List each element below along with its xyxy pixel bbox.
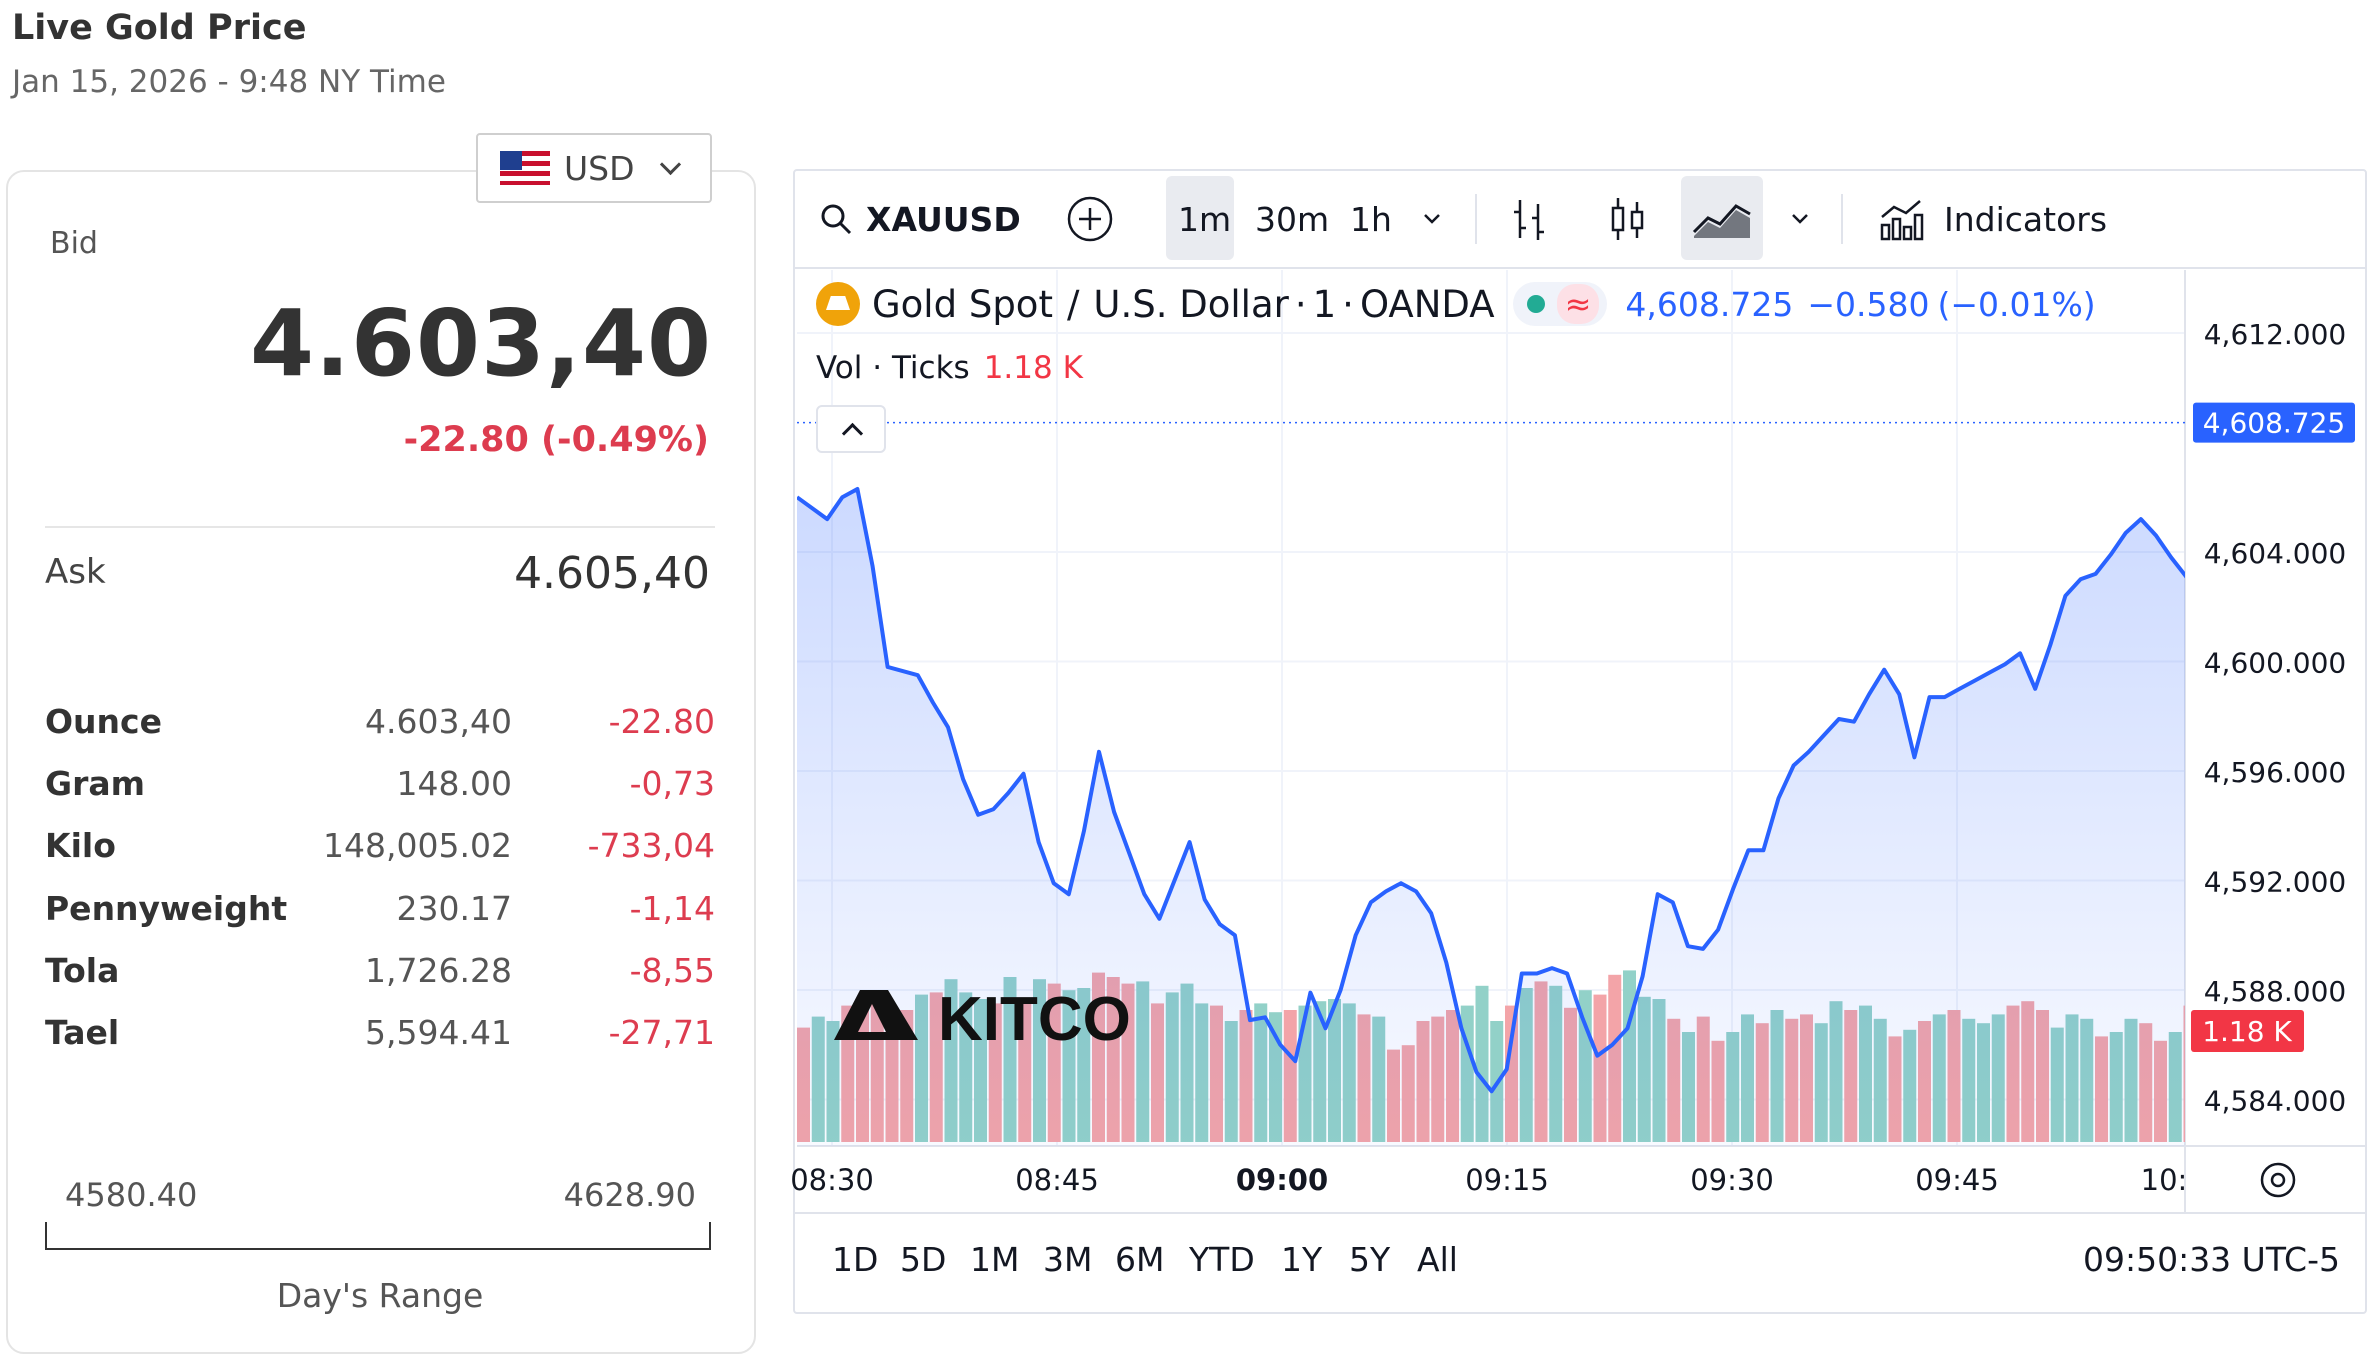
y-tick-label: 4,588.000 (2204, 975, 2347, 1008)
x-tick-label: 08:45 (1015, 1163, 1099, 1197)
y-tick-label: 4,600.000 (2204, 646, 2347, 679)
chart-clock[interactable]: 09:50:33 UTC-5 (2083, 1240, 2340, 1279)
gold-bar-icon (816, 282, 860, 326)
legend-separator: / (1067, 283, 1079, 326)
legend-change-pct: (−0.01%) (1937, 285, 2095, 324)
volume-bar (2361, 981, 2372, 1142)
volume-badge-label: 1.18 K (2202, 1015, 2292, 1048)
x-tick-label: 10: (2141, 1163, 2188, 1197)
legend-source: OANDA (1360, 283, 1495, 326)
x-tick-label: 09:45 (1915, 1163, 1999, 1197)
volume-legend-value: 1.18 K (984, 350, 1083, 386)
kitco-watermark: KITCO (938, 985, 1131, 1054)
range-6m[interactable]: 6M (1115, 1240, 1164, 1279)
settings-icon-core (2272, 1174, 2284, 1186)
delayed-data-icon: ≈ (1557, 284, 1600, 324)
legend-last-price: 4,608.725 (1625, 285, 1793, 324)
volume-legend: Vol · Ticks 1.18 K (816, 350, 1083, 386)
y-tick-label: 4,604.000 (2204, 537, 2347, 570)
legend-change: −0.580 (1807, 285, 1929, 324)
collapse-legend-button[interactable] (816, 405, 886, 453)
range-all[interactable]: All (1417, 1240, 1458, 1279)
x-tick-label: 09:30 (1690, 1163, 1774, 1197)
x-tick-label: 08:30 (790, 1163, 874, 1197)
y-tick-label: 4,612.000 (2204, 318, 2347, 351)
x-tick-label: 09:15 (1465, 1163, 1549, 1197)
x-tick-label: 09:00 (1236, 1163, 1328, 1197)
last-price-badge-label: 4,608.725 (2203, 407, 2346, 440)
range-5y[interactable]: 5Y (1349, 1240, 1390, 1279)
y-tick-label: 4,592.000 (2204, 865, 2347, 898)
range-3m[interactable]: 3M (1043, 1240, 1092, 1279)
legend-quote-currency: U.S. Dollar (1093, 283, 1288, 326)
market-open-icon (1527, 295, 1545, 313)
volume-bar (2346, 966, 2359, 1142)
legend-resolution: 1 (1313, 283, 1337, 326)
y-tick-label: 4,584.000 (2204, 1084, 2347, 1117)
settings-icon (2262, 1164, 2294, 1196)
range-1y[interactable]: 1Y (1281, 1240, 1322, 1279)
chart-legend: Gold Spot / U.S. Dollar · 1 · OANDA ≈ 4,… (816, 282, 2096, 326)
range-1m[interactable]: 1M (970, 1240, 1019, 1279)
range-1d[interactable]: 1D (832, 1240, 878, 1279)
volume-legend-label: Vol · Ticks (816, 350, 970, 386)
market-status-pill[interactable]: ≈ (1513, 282, 1608, 326)
range-5d[interactable]: 5D (900, 1240, 946, 1279)
legend-instrument: Gold Spot (872, 283, 1053, 326)
y-tick-label: 4,596.000 (2204, 756, 2347, 789)
range-ytd[interactable]: YTD (1189, 1240, 1255, 1279)
